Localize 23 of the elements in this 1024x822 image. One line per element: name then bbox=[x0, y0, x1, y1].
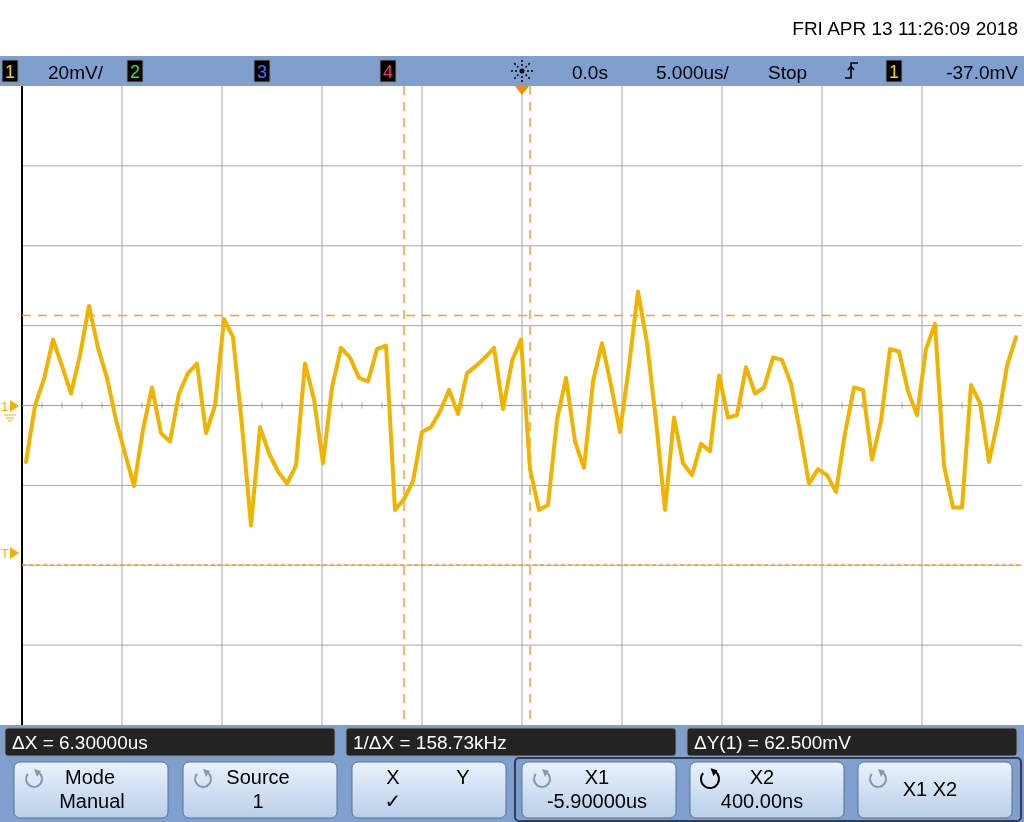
text: Y bbox=[456, 766, 470, 788]
text: Mode bbox=[64, 766, 116, 788]
text: 0.0s bbox=[572, 62, 608, 83]
text: 1 bbox=[1, 399, 9, 414]
text: 5.000us/ bbox=[656, 62, 730, 83]
text: X1 bbox=[584, 766, 610, 788]
text: ΔX = 6.30000us bbox=[12, 732, 148, 753]
text: 1/ΔX = 158.73kHz bbox=[353, 732, 507, 753]
text: 400.00ns bbox=[720, 790, 804, 812]
text: Source bbox=[226, 766, 290, 788]
text: 20mV/ bbox=[48, 62, 104, 83]
text: -37.0mV bbox=[946, 62, 1019, 83]
text: 1 bbox=[252, 790, 264, 812]
text: Stop bbox=[768, 62, 808, 83]
text: X2 bbox=[749, 766, 775, 788]
text: Manual bbox=[59, 790, 125, 812]
text: ΔY(1) = 62.500mV bbox=[694, 732, 852, 753]
text: -5.90000us bbox=[546, 790, 648, 812]
text: X bbox=[386, 766, 400, 788]
text: X1 X2 bbox=[902, 778, 958, 800]
text: T bbox=[1, 546, 9, 561]
text: FRI APR 13 11:26:09 2018 bbox=[792, 18, 1018, 39]
text: ✓ bbox=[384, 790, 402, 812]
